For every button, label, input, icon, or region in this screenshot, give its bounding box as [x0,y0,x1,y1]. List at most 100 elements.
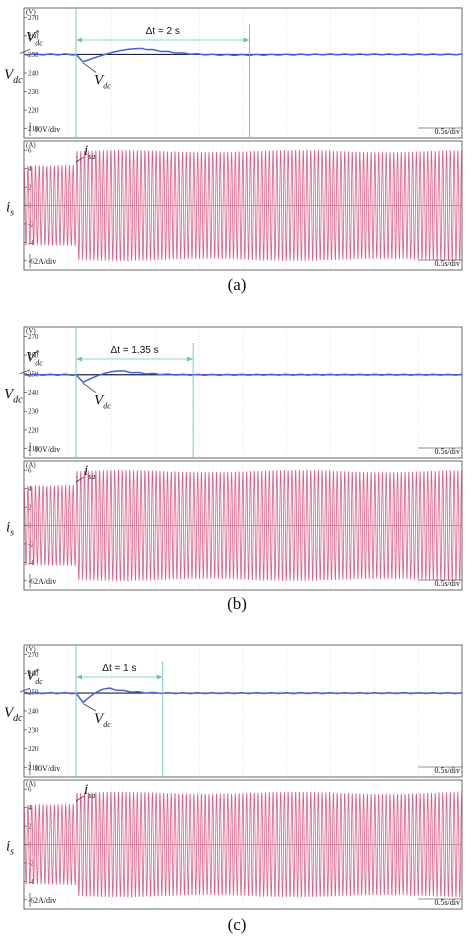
voltage-time-scale-label: 0.5s/div [434,127,460,136]
vdc-reference-label-sub: dc [35,359,43,368]
voltage-tick-label: 240 [28,708,39,716]
current-tick-label: 6 [28,786,32,794]
vdc-measured-pointer [82,382,97,394]
current-axis-label-sub: s [10,208,14,219]
current-tick-label: 2 [28,504,32,512]
vdc-measured-label: Vdc [94,711,111,729]
voltage-tick-label: 230 [28,408,39,416]
current-tick-label: -6 [28,896,34,904]
voltage-tick-label: 260 [28,670,39,678]
isa-label-main: i [84,463,88,479]
voltage-scale-label: 10V/div [34,125,60,134]
voltage-axis-label-sub: dc [13,75,23,86]
panel-b: (V)210220230240250260270Δt = 1.35 sV*dcV… [4,326,463,613]
current-unit: (A) [26,141,36,149]
dt-label: Δt = 1 s [102,663,136,674]
vdc-reference-label-main: V [26,350,37,366]
current-tick-label: -4 [28,878,34,886]
vdc-reference-label-main: V [26,668,37,684]
vdc-measured-line [23,687,463,704]
isa-pointer [75,795,85,802]
isa-pointer [75,156,85,163]
voltage-tick-label: 270 [28,333,39,341]
vdc-measured-line [23,370,463,384]
current-tick-label: 2 [28,823,32,831]
isa-label-main: i [84,782,88,798]
voltage-axes [23,7,463,139]
current-tick-label: 4 [28,165,32,173]
dt-arrow-head-left [76,356,83,362]
isa-current-line [23,468,463,583]
isa-pointer [75,476,85,483]
panel-caption: (a) [228,275,247,294]
current-axis-label-sub: s [10,528,14,539]
vdc-measured-label: Vdc [94,72,111,90]
voltage-unit: (V) [26,8,36,16]
current-tick-label: 2 [28,184,32,192]
panel-caption: (c) [228,915,247,934]
current-tick-label: 6 [28,147,32,155]
isa-label-main: i [84,143,88,159]
voltage-axis-label-main: V [4,387,15,403]
current-tick-label: 0 [28,522,32,530]
current-tick-label: -6 [28,577,34,585]
isa-label: isa [84,143,95,161]
current-time-scale-label: 0.5s/div [434,259,460,268]
voltage-axis-label: Vdc [4,387,23,406]
current-tick-label: -2 [28,540,34,548]
vdc-reference-pointer [19,369,31,375]
current-axis-label-sub: s [10,847,14,858]
vdc-reference-label: V* dc [26,667,43,686]
current-time-scale-label: 0.5s/div [434,898,460,907]
current-tick-label: 4 [28,804,32,812]
voltage-axes [23,326,463,459]
panel-a: (V)210220230240250260270Δt = 2 sV*dcVdcV… [4,7,463,294]
current-tick-label: -4 [28,559,34,567]
current-scale-label: 2A/div [34,257,56,266]
current-axis-label: is [6,839,14,858]
isa-current-line [23,148,463,263]
current-axis-label: is [6,200,14,219]
voltage-tick-label: 220 [28,745,39,753]
current-tick-label: 4 [28,485,32,493]
current-axis-label-main: i [6,839,10,855]
isa-current-line [23,790,463,899]
voltage-scale-label: 10V/div [34,445,60,454]
vdc-measured-label-sub: dc [103,402,111,411]
voltage-axes [23,644,463,778]
vdc-measured-line [23,47,463,63]
voltage-axis-label: Vdc [4,705,23,724]
dt-label: Δt = 2 s [146,26,180,37]
voltage-axis-label-main: V [4,705,15,721]
current-tick-label: -6 [28,257,34,265]
dt-arrow-head-right [156,674,163,680]
vdc-reference-label-main: V [26,29,37,45]
current-scale-label: 2A/div [34,896,56,905]
current-tick-label: 0 [28,202,32,210]
isa-label: isa [84,463,95,481]
voltage-axis-label-sub: dc [13,713,23,724]
isa-label: isa [84,782,95,800]
vdc-reference-label-sup: * [35,667,39,676]
voltage-tick-label: 240 [28,70,39,78]
current-unit: (A) [26,780,36,788]
vdc-reference-label-sub: dc [35,38,43,47]
isa-label-sub: sa [88,791,95,800]
dt-arrow-head-left [76,37,83,43]
vdc-measured-pointer [82,62,97,73]
panel-c: (V)210220230240250260270Δt = 1 sV*dcVdcV… [4,644,463,934]
voltage-unit: (V) [26,645,36,653]
voltage-frame [23,7,463,139]
voltage-tick-label: 210 [28,764,39,772]
vdc-measured-label-main: V [94,711,105,727]
current-unit: (A) [26,461,36,469]
vdc-reference-label: V* dc [26,349,43,368]
voltage-tick-label: 230 [28,88,39,96]
voltage-tick-label: 270 [28,14,39,22]
voltage-tick-label: 210 [28,445,39,453]
vdc-measured-label-sub: dc [103,720,111,729]
current-tick-label: -2 [28,859,34,867]
current-tick-label: 0 [28,841,32,849]
